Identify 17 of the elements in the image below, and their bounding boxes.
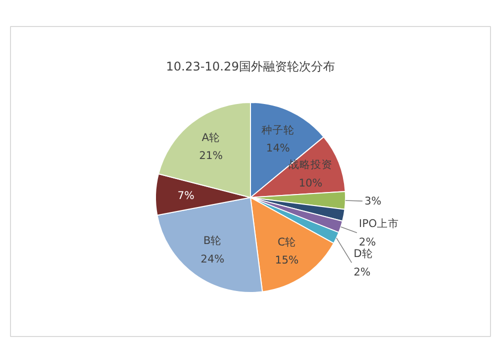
slice-label: 种子轮 [262,123,295,136]
data-label: 10% [298,176,322,190]
data-label: 7% [177,188,194,202]
slice-label: D轮 [354,247,373,260]
slice-label: C轮 [278,235,296,248]
slice-label: B轮 [203,234,222,248]
data-label: 3% [364,194,382,208]
slice-label: A轮 [202,130,220,144]
data-label: 2% [354,265,371,278]
slice-label: 战略投资 [288,158,333,172]
chart-title: 10.23-10.29国外融资轮次分布 [166,60,336,74]
slice-label: IPO上市 [358,217,399,230]
data-label: 15% [274,254,299,267]
data-label: 21% [199,149,223,162]
data-label: 14% [266,142,290,155]
data-label: 2% [358,235,376,248]
data-label: 24% [200,252,224,266]
